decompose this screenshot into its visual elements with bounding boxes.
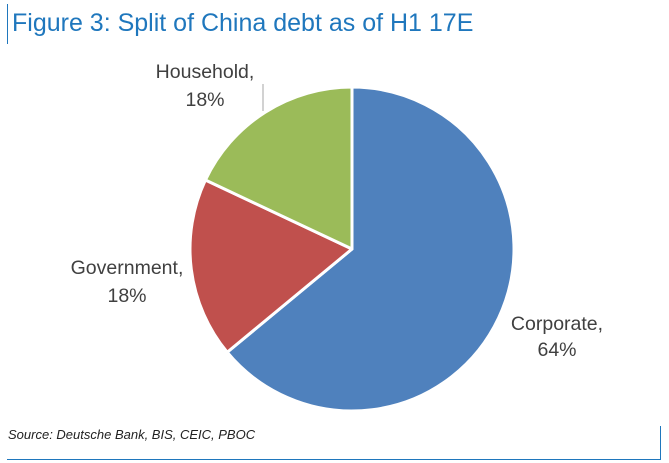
slice-value-government: 18%	[107, 285, 146, 307]
title-frame-line	[7, 4, 8, 44]
pie-slice-government	[188, 178, 354, 354]
source-note: Source: Deutsche Bank, BIS, CEIC, PBOC	[8, 427, 256, 442]
chart-title: Figure 3: Split of China debt as of H1 1…	[12, 9, 474, 37]
slice-label-government: Government,	[71, 257, 184, 279]
slice-label-household: Household,	[156, 61, 255, 83]
frame-bottom-line	[7, 459, 661, 460]
pie-slice-household	[203, 85, 354, 251]
slice-value-corporate: 64%	[537, 339, 576, 361]
slice-value-household: 18%	[185, 89, 224, 111]
frame-right-line	[660, 426, 661, 460]
slice-label-corporate: Corporate,	[511, 313, 603, 335]
pie-slice-corporate	[225, 85, 516, 413]
